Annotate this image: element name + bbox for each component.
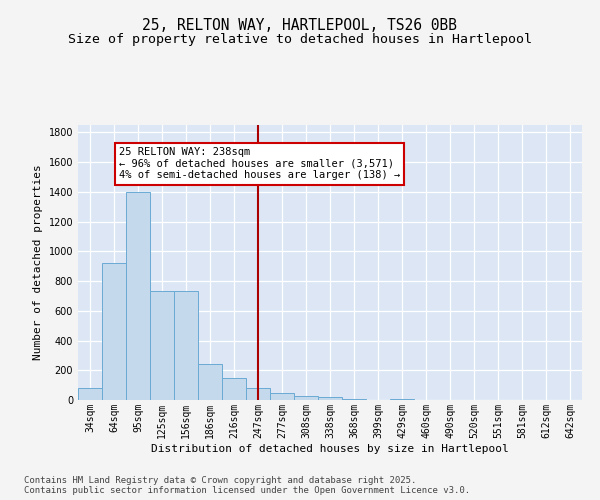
- Bar: [78, 388, 102, 400]
- Text: Size of property relative to detached houses in Hartlepool: Size of property relative to detached ho…: [68, 32, 532, 46]
- Bar: [270, 394, 294, 400]
- X-axis label: Distribution of detached houses by size in Hartlepool: Distribution of detached houses by size …: [151, 444, 509, 454]
- Bar: [174, 292, 198, 400]
- Bar: [222, 378, 246, 400]
- Bar: [318, 397, 342, 400]
- Bar: [246, 388, 270, 400]
- Text: 25, RELTON WAY, HARTLEPOOL, TS26 0BB: 25, RELTON WAY, HARTLEPOOL, TS26 0BB: [143, 18, 458, 32]
- Bar: [390, 398, 414, 400]
- Y-axis label: Number of detached properties: Number of detached properties: [33, 164, 43, 360]
- Bar: [198, 364, 222, 400]
- Text: 25 RELTON WAY: 238sqm
← 96% of detached houses are smaller (3,571)
4% of semi-de: 25 RELTON WAY: 238sqm ← 96% of detached …: [119, 148, 400, 180]
- Text: Contains HM Land Registry data © Crown copyright and database right 2025.
Contai: Contains HM Land Registry data © Crown c…: [24, 476, 470, 495]
- Bar: [102, 263, 126, 400]
- Bar: [294, 396, 318, 400]
- Bar: [126, 192, 150, 400]
- Bar: [342, 398, 366, 400]
- Bar: [150, 292, 174, 400]
